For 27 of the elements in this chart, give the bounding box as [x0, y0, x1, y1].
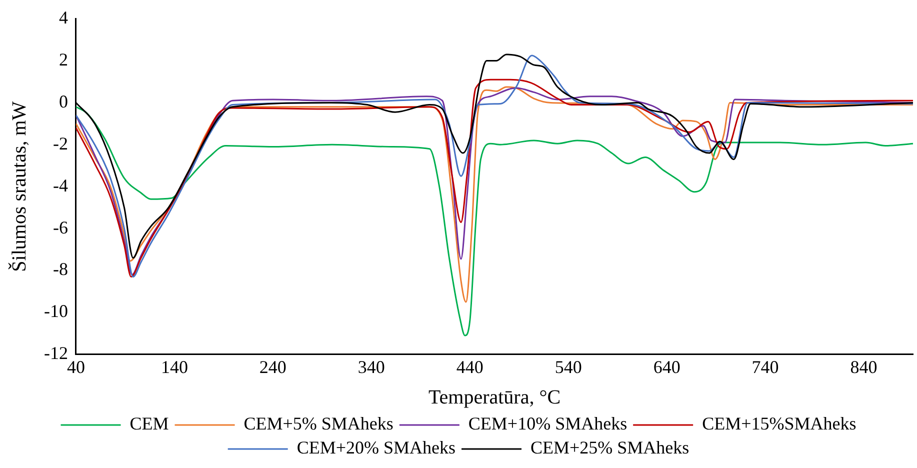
- y-tick-label: -12: [44, 343, 68, 364]
- x-tick-label: 240: [259, 356, 286, 377]
- legend-label: CEM+20% SMAheks: [296, 438, 456, 458]
- legend-label: CEM+25% SMAheks: [530, 438, 690, 458]
- x-tick-label: 140: [160, 356, 188, 377]
- y-tick-label: 0: [58, 91, 68, 112]
- y-tick-label: -2: [52, 133, 68, 154]
- y-tick-label: -6: [52, 217, 68, 238]
- y-tick-label: 2: [58, 49, 68, 70]
- y-axis-title: Šilumos srautas, mW: [7, 101, 30, 272]
- legend-label: CEM+10% SMAheks: [468, 414, 628, 434]
- x-axis-title: Temperatūra, °C: [428, 386, 561, 408]
- legend-label: CEM+5% SMAheks: [244, 414, 394, 434]
- x-tick-label: 340: [358, 356, 385, 377]
- x-tick-label: 840: [850, 356, 878, 377]
- x-tick-label: 440: [456, 356, 484, 377]
- x-tick-label: 540: [554, 356, 582, 377]
- y-tick-label: -4: [52, 175, 68, 196]
- x-tick-label: 40: [66, 356, 85, 377]
- legend-label: CEM: [130, 414, 169, 434]
- x-tick-label: 740: [752, 356, 779, 377]
- legend-label: CEM+15%SMAheks: [702, 414, 856, 434]
- x-tick-label: 640: [653, 356, 680, 377]
- y-tick-label: 4: [58, 8, 68, 28]
- y-tick-label: -10: [44, 301, 68, 322]
- y-tick-label: -8: [52, 259, 68, 280]
- line-series: [76, 106, 913, 336]
